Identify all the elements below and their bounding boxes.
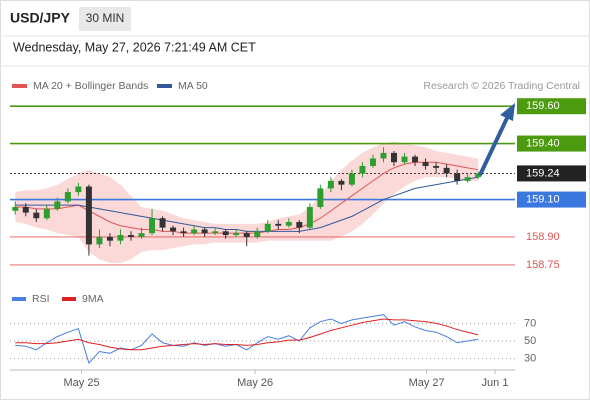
candle-body — [454, 173, 461, 181]
candle-body — [391, 152, 398, 163]
arrow-head — [500, 103, 515, 121]
level-label: 159.60 — [526, 100, 560, 112]
candle-body — [254, 231, 261, 237]
x-tick-label: May 26 — [237, 377, 273, 389]
y-tick-label: 70 — [524, 317, 536, 329]
level-box — [517, 98, 586, 115]
candle-body — [33, 212, 40, 219]
candle-body — [264, 223, 271, 232]
y-tick-label: 30 — [524, 352, 536, 364]
legend-swatch — [62, 297, 76, 301]
candle-body — [222, 231, 229, 236]
legend-swatch — [157, 84, 172, 88]
candle-body — [12, 207, 19, 211]
candle-body — [159, 218, 166, 228]
candle-body — [180, 231, 187, 234]
candle-body — [201, 229, 208, 234]
candle-body — [138, 233, 145, 237]
level-box — [517, 135, 586, 152]
legend-swatch — [12, 84, 27, 88]
candle-body — [306, 207, 313, 228]
legend-label: 9MA — [82, 293, 104, 305]
datetime: Wednesday, May 27, 2026 7:21:49 AM CET — [13, 40, 256, 54]
rsi-line — [15, 318, 479, 351]
level-label: 159.24 — [526, 167, 560, 179]
level-box — [517, 165, 586, 182]
rsi-line — [15, 314, 479, 364]
legend-label: MA 50 — [178, 80, 208, 92]
candle-body — [327, 180, 334, 189]
candle-body — [96, 236, 103, 245]
candle-body — [422, 162, 429, 166]
timeframe: 30 MIN — [86, 11, 125, 25]
candle-body — [401, 156, 408, 163]
level-label: 158.75 — [526, 259, 560, 271]
candle-body — [285, 221, 292, 226]
candle-body — [369, 158, 376, 166]
level-label: 159.10 — [526, 193, 560, 205]
candle-body — [296, 221, 303, 228]
legend-label: RSI — [32, 293, 50, 305]
candle-body — [22, 207, 29, 213]
candle-body — [317, 188, 324, 208]
level-label: 158.90 — [526, 231, 560, 243]
candle-body — [443, 167, 450, 174]
candle-body — [54, 201, 61, 209]
candle-body — [212, 231, 219, 234]
candle-body — [106, 236, 113, 241]
candle-body — [43, 208, 50, 219]
timeframe-box — [79, 7, 131, 31]
candle-body — [75, 186, 82, 193]
candle-body — [380, 152, 387, 159]
candle-body — [243, 233, 250, 237]
y-tick-label: 50 — [524, 335, 536, 347]
candle-body — [338, 180, 345, 185]
candle-body — [117, 235, 124, 241]
candle-body — [85, 186, 92, 245]
forecast-arrow — [478, 115, 510, 176]
candle-body — [149, 218, 156, 234]
candle-body — [433, 165, 440, 168]
ma-line — [15, 176, 479, 232]
candle-body — [170, 227, 177, 232]
legend-label: MA 20 + Bollinger Bands — [33, 80, 148, 92]
candle-body — [64, 192, 71, 202]
candle-body — [464, 177, 471, 181]
source: Research © 2026 Trading Central — [423, 80, 580, 92]
candle-body — [475, 173, 482, 178]
legend-swatch — [12, 297, 26, 301]
level-box — [517, 191, 586, 208]
candle-body — [191, 229, 198, 234]
x-tick-label: May 27 — [409, 377, 445, 389]
level-label: 159.40 — [526, 137, 560, 149]
candle-body — [359, 165, 366, 174]
candle-body — [275, 223, 282, 226]
x-tick-label: May 25 — [64, 377, 100, 389]
x-tick-label: Jun 1 — [482, 377, 509, 389]
candle-body — [412, 156, 419, 163]
pair: USD/JPY — [10, 10, 71, 26]
candle-body — [348, 173, 355, 185]
candle-body — [127, 235, 134, 237]
candle-body — [233, 233, 240, 236]
